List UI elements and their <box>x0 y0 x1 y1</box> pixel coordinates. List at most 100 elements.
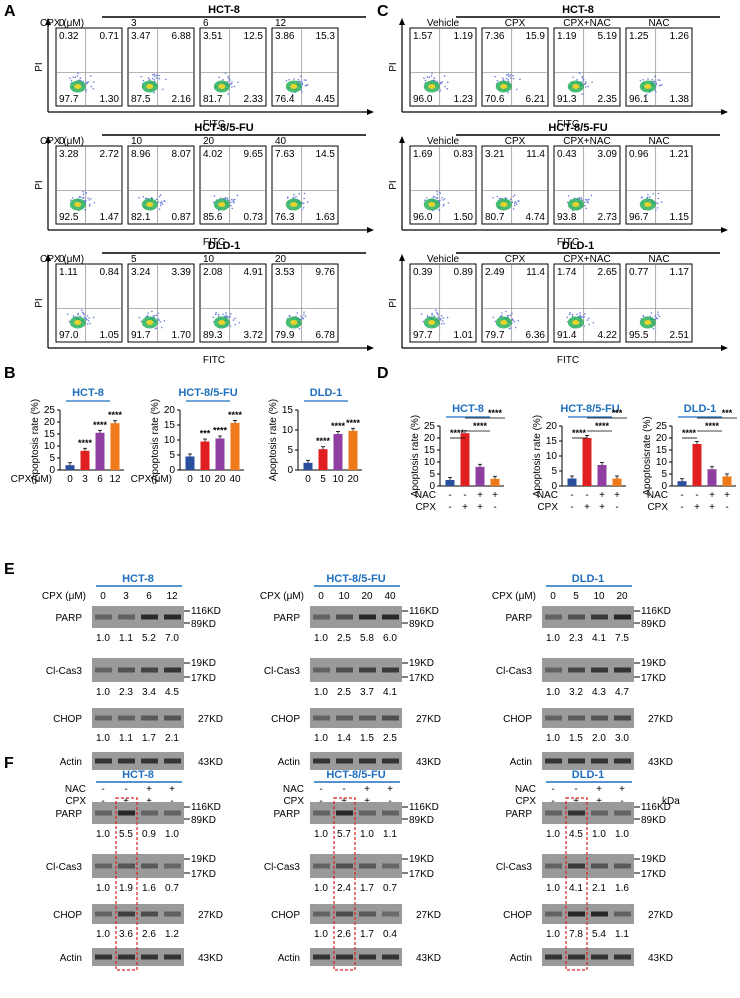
event-dot <box>89 322 91 325</box>
quadrant-ll: 95.5 <box>629 330 649 341</box>
event-dot <box>158 74 160 77</box>
event-dot <box>586 199 589 201</box>
event-dot <box>296 312 299 314</box>
y-tick-label: 15 <box>546 436 558 447</box>
blot-nac-label: NAC <box>283 784 304 795</box>
densitometry-value: 2.5 <box>383 733 397 744</box>
quadrant-ll: 87.5 <box>131 94 151 105</box>
quadrant-lr: 1.63 <box>316 212 336 223</box>
cell-line-title: DLD-1 <box>208 240 240 252</box>
event-dot <box>87 320 90 322</box>
density-peak <box>218 84 226 89</box>
quadrant-lr: 2.73 <box>598 212 618 223</box>
quadrant-ul: 3.86 <box>275 31 295 42</box>
density-peak <box>146 202 154 207</box>
blot-cpx-label: CPX <box>65 796 86 807</box>
blot-band <box>164 954 181 960</box>
chart-title: HCT-8 <box>72 387 104 399</box>
blot-row-label: PARP <box>506 809 533 820</box>
blot-nac-sign: + <box>619 784 625 795</box>
event-dot <box>433 77 436 79</box>
quadrant-ul: 1.11 <box>59 267 78 278</box>
event-dot <box>93 202 96 204</box>
event-dot <box>656 207 659 209</box>
densitometry-value: 1.7 <box>142 733 156 744</box>
event-dot <box>513 202 516 205</box>
kd-label: 27KD <box>416 910 441 921</box>
event-dot <box>227 75 230 78</box>
facs-plot <box>271 145 339 225</box>
event-dot <box>165 78 167 81</box>
event-dot <box>442 317 444 319</box>
event-dot <box>440 318 442 321</box>
event-dot <box>585 207 588 210</box>
category-label: 20 <box>347 474 359 485</box>
event-dot <box>657 79 659 81</box>
blot-band <box>95 667 112 673</box>
event-dot <box>160 201 163 203</box>
bar <box>612 478 622 486</box>
facs-plot <box>199 27 267 107</box>
event-dot <box>440 82 442 85</box>
condition-label: 0 <box>59 136 65 147</box>
event-dot <box>441 81 444 83</box>
blot-band <box>95 758 112 764</box>
facs-plot <box>553 145 621 225</box>
blot-nac-sign: + <box>596 784 602 795</box>
event-dot <box>298 327 301 330</box>
blot-band <box>568 758 585 764</box>
facs-plot <box>481 27 549 107</box>
event-dot <box>512 195 515 198</box>
blot-title: HCT-8/5-FU <box>326 769 385 781</box>
y-axis-arrow <box>45 254 51 261</box>
blot-band <box>614 810 631 816</box>
event-dot <box>231 81 233 83</box>
event-dot <box>147 312 149 314</box>
y-tick-label: 0 <box>169 465 175 476</box>
nac-sign: + <box>599 490 605 501</box>
y-tick-label: 15 <box>164 420 176 431</box>
event-dot <box>85 88 87 91</box>
x-axis-label: FITC <box>203 355 225 366</box>
nac-sign: + <box>724 490 730 501</box>
blot-band <box>382 715 399 721</box>
y-tick-label: 15 <box>282 405 294 416</box>
quadrant-ur: 1.19 <box>454 31 474 42</box>
condition-label: CPX <box>505 254 526 265</box>
density-peak <box>290 84 298 89</box>
y-axis-label: PI <box>34 62 45 71</box>
quadrant-ll: 80.7 <box>485 212 505 223</box>
y-tick-label: 25 <box>424 421 436 432</box>
kd-label: 27KD <box>648 910 673 921</box>
event-dot <box>86 82 88 85</box>
quadrant-ul: 7.36 <box>485 31 505 42</box>
densitometry-value: 1.0 <box>615 829 629 840</box>
event-dot <box>568 313 571 316</box>
event-dot <box>159 194 162 196</box>
quadrant-ul: 7.63 <box>275 149 295 160</box>
quadrant-ul: 0.32 <box>59 31 79 42</box>
event-dot <box>434 309 437 312</box>
blot-lane <box>92 802 184 824</box>
event-dot <box>496 195 499 198</box>
event-dot <box>580 197 583 199</box>
blot-band <box>118 667 135 673</box>
kd-label: 116KD <box>641 802 671 813</box>
event-dot <box>655 83 658 86</box>
blot-lane <box>92 854 184 878</box>
facs-plot <box>409 263 477 343</box>
event-dot <box>303 313 305 316</box>
x-axis-arrow <box>367 227 374 233</box>
event-dot <box>154 75 156 78</box>
nac-sign: - <box>585 490 588 501</box>
blot-row-label: CHOP <box>271 910 300 921</box>
quadrant-ul: 3.51 <box>203 31 223 42</box>
quadrant-ur: 0.84 <box>100 267 120 278</box>
event-dot <box>656 202 658 205</box>
facs-plot <box>625 263 693 343</box>
quadrant-ll: 97.0 <box>59 330 79 341</box>
event-dot <box>90 197 92 200</box>
blot-band <box>313 863 330 869</box>
y-axis-label: PI <box>34 298 45 307</box>
condition-label: Vehicle <box>427 18 460 29</box>
